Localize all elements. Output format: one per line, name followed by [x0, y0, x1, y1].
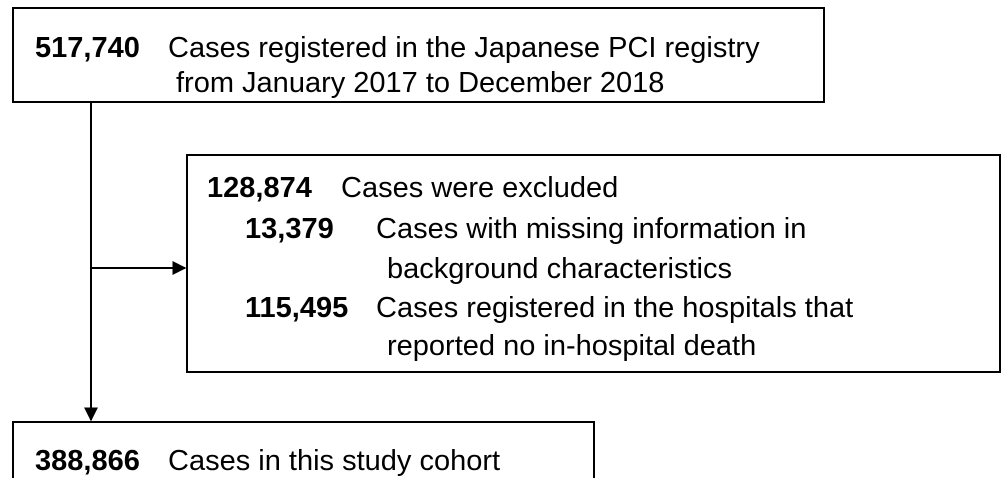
box-text: Cases with missing information in — [376, 213, 806, 245]
box-text: reported no in-hospital death — [387, 330, 756, 362]
cohort-box — [12, 421, 595, 478]
box-text: Cases were excluded — [341, 172, 618, 204]
box-text: Cases registered in the Japanese PCI reg… — [168, 32, 760, 64]
box-text: Cases in this study cohort — [168, 445, 500, 477]
box-text: from January 2017 to December 2018 — [176, 67, 664, 99]
count: 517,740 — [35, 32, 140, 64]
box-text: Cases registered in the hospitals that — [376, 292, 853, 324]
count: 128,874 — [207, 172, 312, 204]
count: 115,495 — [245, 292, 348, 324]
box-text: background characteristics — [387, 253, 732, 285]
excluded-box — [186, 154, 1001, 373]
count: 388,866 — [35, 445, 140, 477]
count: 13,379 — [245, 213, 334, 245]
registry-box — [12, 7, 825, 103]
